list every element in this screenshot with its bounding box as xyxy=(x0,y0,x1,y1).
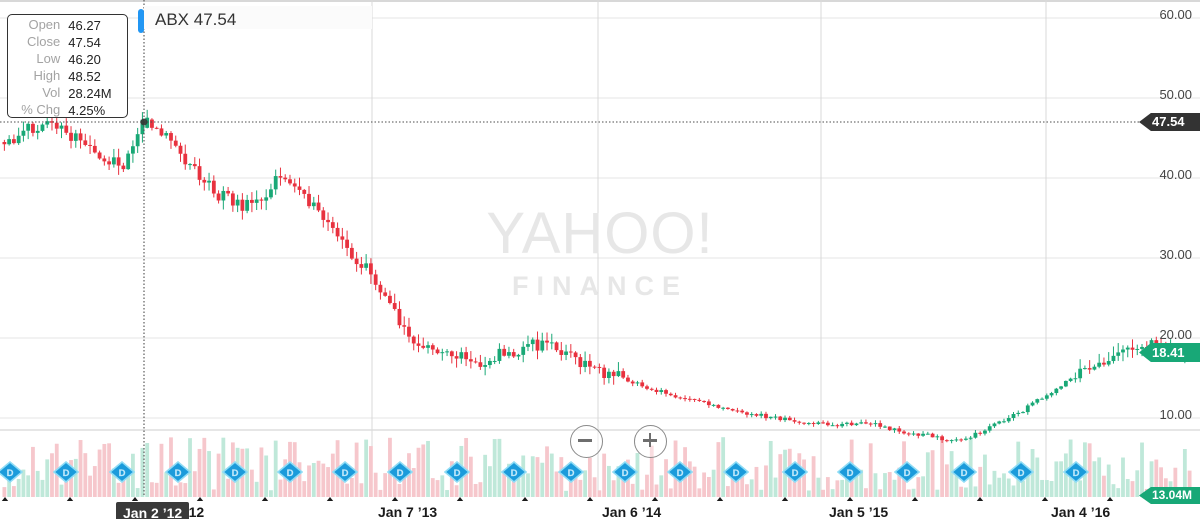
svg-text:FINANCE: FINANCE xyxy=(512,271,688,301)
svg-text:YAHOO!: YAHOO! xyxy=(486,201,713,266)
